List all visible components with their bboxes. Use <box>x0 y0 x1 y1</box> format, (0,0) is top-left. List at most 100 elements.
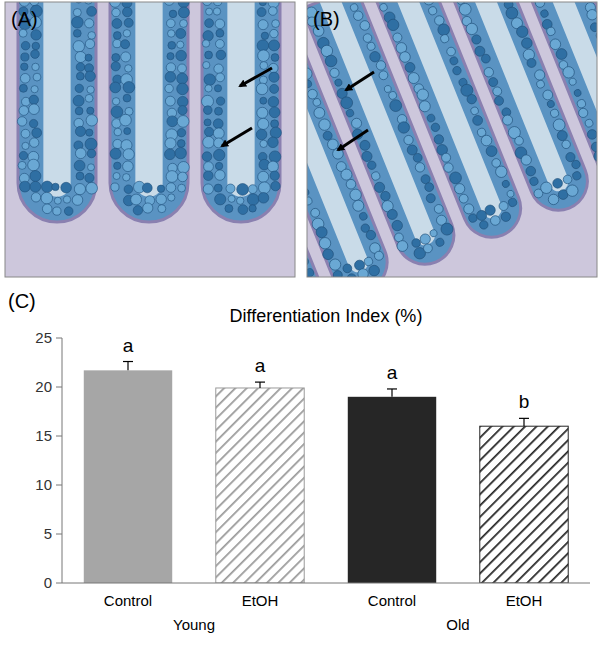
cell <box>551 177 563 189</box>
cell <box>539 180 554 195</box>
cell <box>18 161 26 169</box>
cell <box>216 50 226 60</box>
cell <box>202 95 214 107</box>
cell <box>492 86 503 97</box>
cell <box>178 64 187 73</box>
y-tick <box>56 485 62 486</box>
cell <box>76 63 85 72</box>
cell <box>345 178 357 190</box>
crypt-lumen <box>453 2 572 194</box>
cell <box>214 138 224 148</box>
y-tick <box>56 436 62 437</box>
cell <box>204 106 213 115</box>
cell <box>238 205 248 215</box>
cell <box>342 263 353 274</box>
cell <box>237 197 244 204</box>
cell <box>328 67 340 79</box>
cell <box>203 31 213 41</box>
cell <box>271 181 280 190</box>
cell <box>226 184 235 193</box>
cell <box>41 192 53 204</box>
cell <box>114 128 122 136</box>
cell <box>206 8 213 15</box>
y-tick <box>56 534 62 535</box>
cell <box>177 129 185 137</box>
cell <box>525 165 537 177</box>
cell <box>352 10 364 22</box>
cell <box>260 140 267 147</box>
cell <box>42 181 53 192</box>
cell <box>167 53 174 60</box>
cell <box>205 19 214 28</box>
cell <box>113 139 122 148</box>
cell <box>142 183 152 193</box>
cell <box>445 46 456 57</box>
bar <box>480 426 568 583</box>
cell <box>561 65 576 80</box>
cell <box>248 185 257 194</box>
cell <box>178 7 189 18</box>
crypt <box>110 2 188 222</box>
cell <box>123 30 130 37</box>
cell <box>76 72 84 80</box>
error-bar <box>123 362 133 371</box>
y-tick <box>56 338 62 339</box>
cell <box>143 203 153 213</box>
cell <box>318 236 333 251</box>
cell <box>449 56 459 66</box>
cell <box>165 149 176 160</box>
cell <box>113 40 121 48</box>
cell <box>87 107 94 114</box>
crypt <box>18 2 96 222</box>
cell <box>470 33 482 45</box>
cell <box>268 137 279 148</box>
cell <box>407 71 421 85</box>
cell <box>19 151 27 159</box>
cell <box>427 6 437 16</box>
cell <box>156 194 166 204</box>
cell <box>442 161 454 173</box>
cell <box>216 97 224 105</box>
cell <box>28 159 40 171</box>
cell <box>577 107 589 119</box>
cell <box>31 86 38 93</box>
x-axis <box>62 583 590 584</box>
cell <box>457 2 472 17</box>
cell <box>433 133 445 145</box>
panel-frame <box>307 2 597 277</box>
cell <box>113 32 121 40</box>
cell <box>166 171 178 183</box>
cell <box>180 20 188 28</box>
cell <box>213 119 223 129</box>
cell <box>86 182 98 194</box>
cell <box>451 65 462 76</box>
cell <box>64 207 73 216</box>
cell <box>168 30 175 37</box>
cell <box>42 204 52 214</box>
x-tick-label: Control <box>104 592 152 609</box>
cell <box>589 21 597 32</box>
cell <box>270 29 278 37</box>
cell <box>314 225 328 239</box>
cell <box>423 181 434 192</box>
cell <box>214 64 223 73</box>
cell <box>214 149 225 160</box>
cell <box>448 170 463 185</box>
cell <box>178 172 188 182</box>
cell <box>260 62 268 70</box>
x-tick-label: EtOH <box>242 592 279 609</box>
y-tick-label: 10 <box>35 476 52 493</box>
group-label: Old <box>446 616 469 633</box>
cell <box>215 170 225 180</box>
cell <box>269 72 279 82</box>
cell <box>202 40 209 47</box>
crypts <box>307 2 597 277</box>
cell <box>386 208 399 221</box>
cell <box>356 267 370 277</box>
cell <box>551 117 566 132</box>
arrow <box>338 130 368 150</box>
crypt-lumen <box>520 2 597 167</box>
cell <box>520 153 533 166</box>
cell <box>110 2 121 7</box>
cell <box>270 84 279 93</box>
